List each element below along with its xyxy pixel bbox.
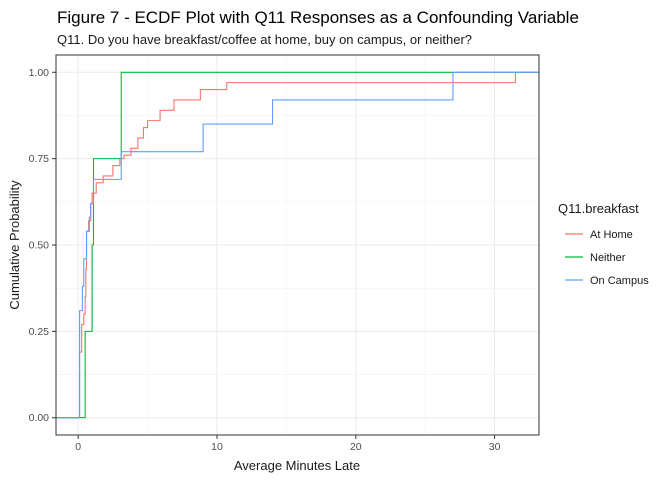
x-tick-label: 30 bbox=[489, 441, 501, 453]
series-line-neither bbox=[56, 71, 539, 419]
x-tick-label: 0 bbox=[75, 441, 81, 453]
grid-minor bbox=[56, 55, 539, 435]
series-line-on-campus bbox=[56, 71, 539, 419]
y-tick-label: 1.00 bbox=[29, 67, 50, 79]
x-tick-label: 20 bbox=[350, 441, 362, 453]
legend-items: At Home Neither On Campus bbox=[565, 229, 649, 287]
legend-title: Q11.breakfast bbox=[558, 201, 639, 216]
x-axis-title: Average Minutes Late bbox=[234, 458, 360, 473]
series-lines bbox=[56, 71, 539, 419]
legend-label-at-home: At Home bbox=[590, 229, 633, 241]
y-axis-title: Cumulative Probability bbox=[7, 180, 22, 310]
y-axis-ticks: 0.00 0.25 0.50 0.75 1.00 bbox=[29, 67, 56, 424]
x-tick-label: 10 bbox=[211, 441, 223, 453]
legend: Q11.breakfast At Home Neither On Campus bbox=[558, 201, 649, 287]
chart-subtitle: Q11. Do you have breakfast/coffee at hom… bbox=[57, 32, 472, 47]
y-tick-label: 0.50 bbox=[29, 240, 50, 252]
y-tick-label: 0.00 bbox=[29, 412, 50, 424]
legend-label-on-campus: On Campus bbox=[590, 275, 649, 287]
legend-label-neither: Neither bbox=[590, 252, 626, 264]
plot-area bbox=[55, 54, 540, 436]
grid-major bbox=[56, 55, 539, 435]
series-line-at-home bbox=[56, 71, 539, 419]
y-tick-label: 0.75 bbox=[29, 153, 50, 165]
y-tick-label: 0.25 bbox=[29, 326, 50, 338]
chart-title: Figure 7 - ECDF Plot with Q11 Responses … bbox=[57, 8, 579, 27]
x-axis-ticks: 0 10 20 30 bbox=[75, 435, 501, 453]
